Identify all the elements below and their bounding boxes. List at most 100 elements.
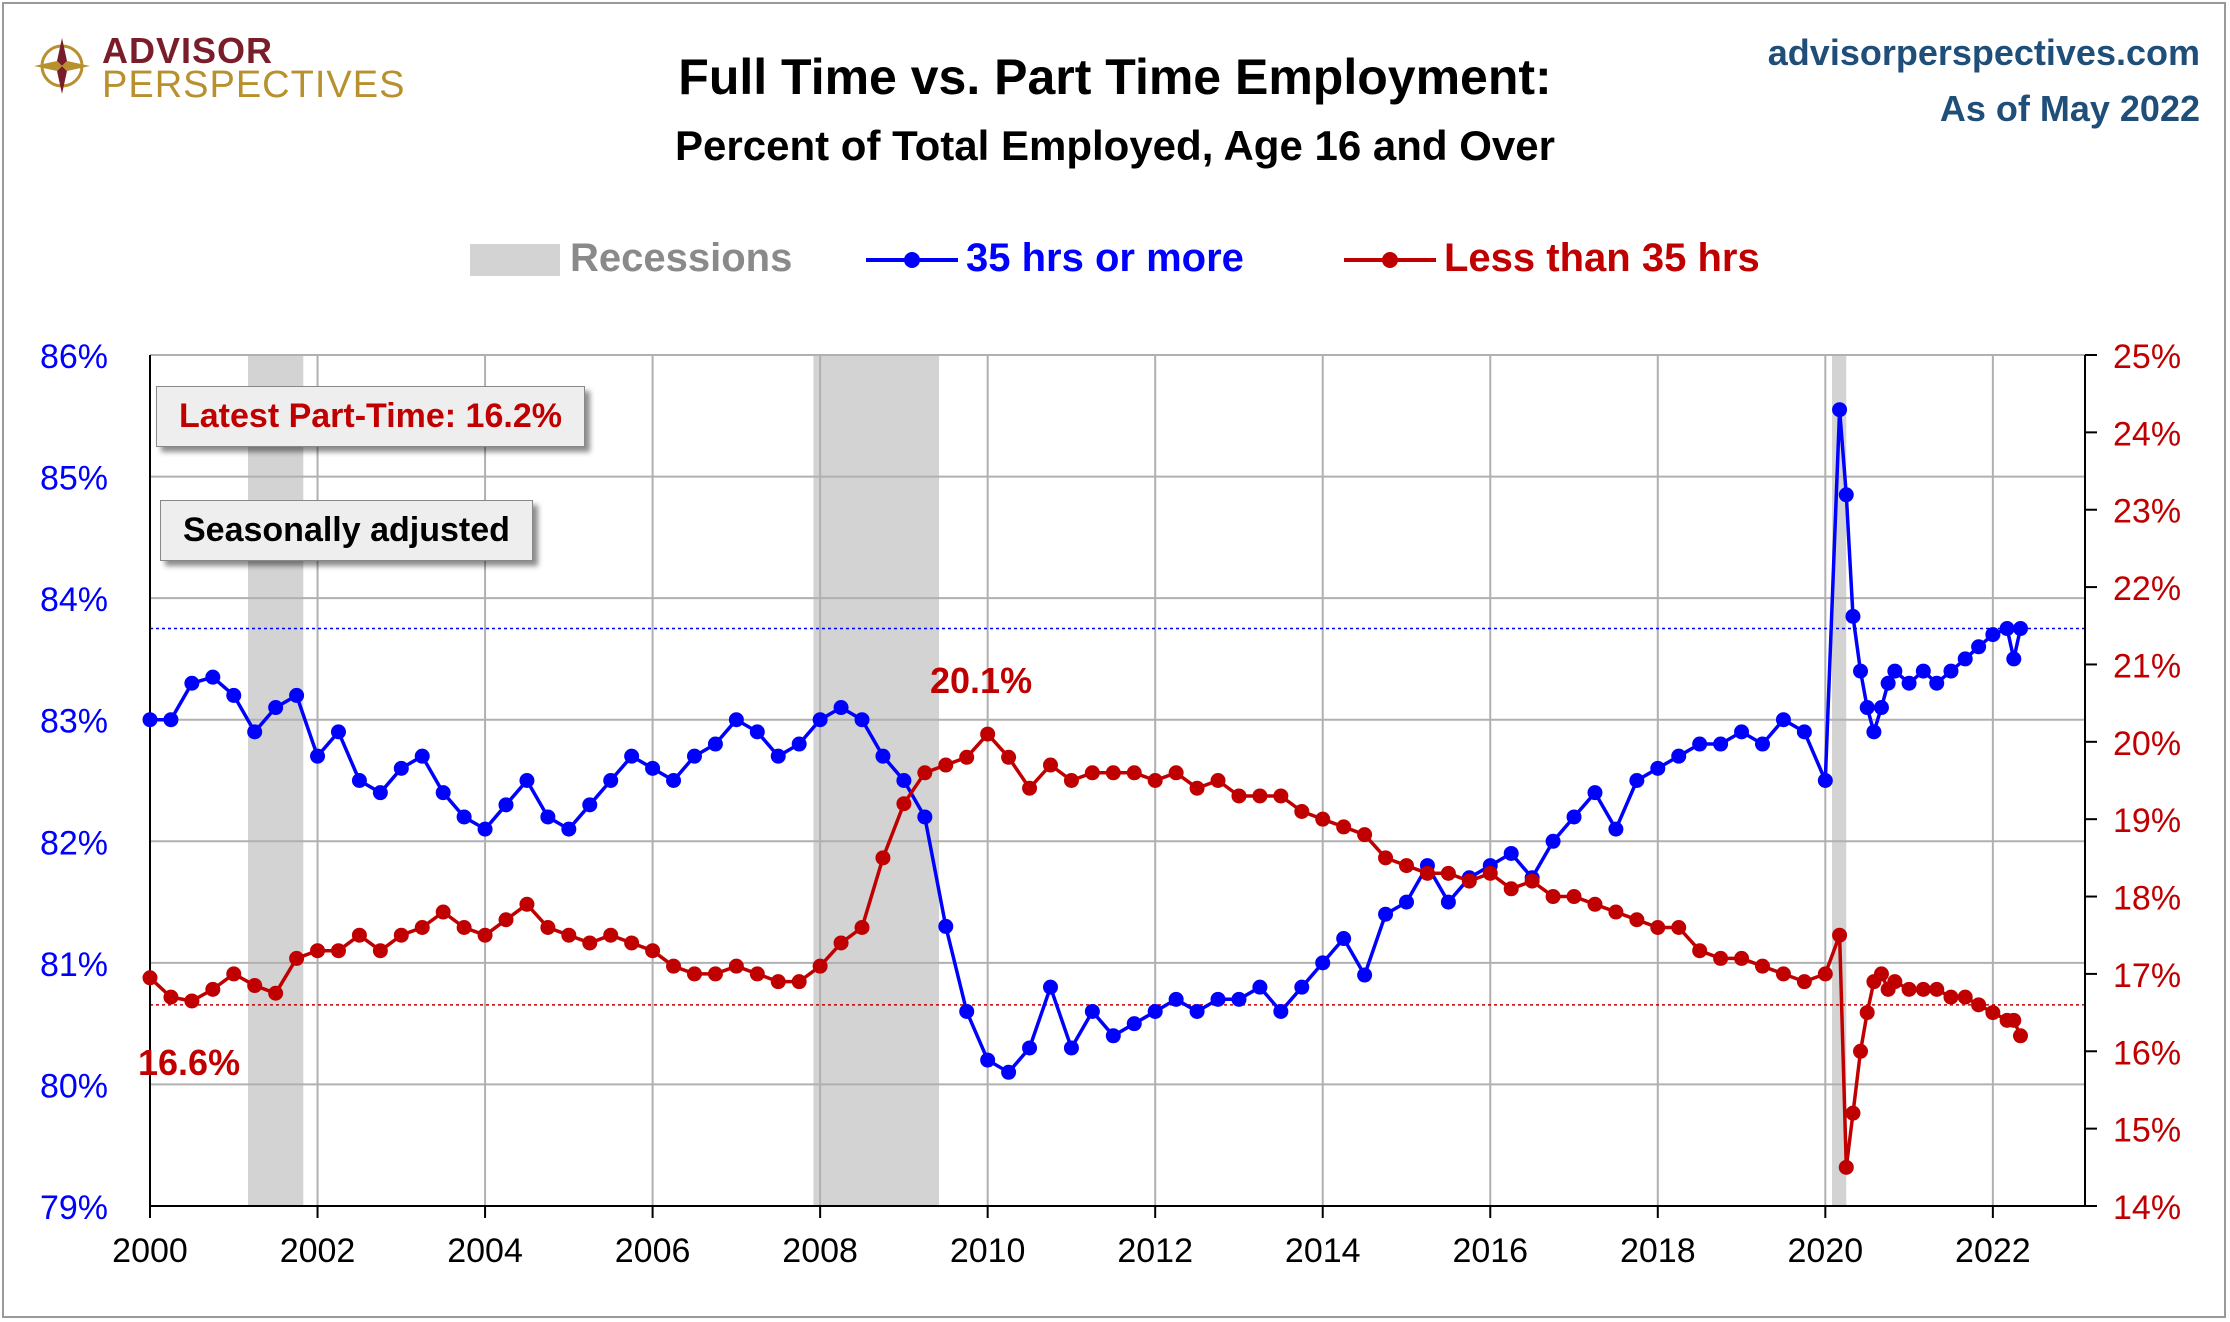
part-time-data-point bbox=[1419, 865, 1435, 881]
x-tick-label: 2018 bbox=[1620, 1232, 1696, 1270]
part-time-data-point bbox=[1817, 966, 1833, 982]
full-time-data-point bbox=[645, 760, 661, 776]
full-time-data-point bbox=[1294, 979, 1310, 995]
right-tick-label: 16% bbox=[2113, 1034, 2181, 1072]
full-time-data-point bbox=[1378, 906, 1394, 922]
part-time-data-point bbox=[372, 943, 388, 959]
full-time-data-point bbox=[1063, 1040, 1079, 1056]
full-time-data-point bbox=[624, 748, 640, 764]
right-tick-label: 19% bbox=[2113, 802, 2181, 840]
part-time-data-point bbox=[1398, 858, 1414, 874]
part-time-data-point bbox=[1273, 788, 1289, 804]
part-time-data-point bbox=[1189, 780, 1205, 796]
part-time-data-point bbox=[1482, 865, 1498, 881]
full-time-data-point bbox=[1999, 621, 2015, 637]
full-time-data-point bbox=[1398, 894, 1414, 910]
part-time-data-point bbox=[666, 958, 682, 974]
full-time-data-point bbox=[1503, 845, 1519, 861]
x-tick-label: 2012 bbox=[1117, 1232, 1193, 1270]
x-tick-label: 2010 bbox=[950, 1232, 1026, 1270]
right-tick-label: 15% bbox=[2113, 1112, 2181, 1150]
full-time-data-point bbox=[1755, 736, 1770, 752]
peak-label: 20.1% bbox=[930, 660, 1033, 701]
full-time-data-point bbox=[980, 1052, 996, 1068]
full-time-data-point bbox=[1713, 736, 1729, 752]
full-time-data-point bbox=[1796, 724, 1812, 740]
full-time-data-point bbox=[812, 712, 828, 728]
part-time-data-point bbox=[1022, 780, 1038, 796]
part-time-data-point bbox=[477, 927, 493, 943]
part-time-data-point bbox=[1001, 749, 1017, 765]
part-time-data-point bbox=[624, 935, 640, 951]
full-time-data-point bbox=[456, 809, 472, 825]
left-tick-label: 86% bbox=[40, 338, 108, 376]
part-time-data-point bbox=[1503, 881, 1519, 897]
full-time-data-point bbox=[1866, 724, 1882, 740]
full-time-data-point bbox=[1985, 627, 2001, 643]
legend-full-time: 35 hrs or more bbox=[966, 236, 1244, 280]
part-time-data-point bbox=[1775, 966, 1791, 982]
full-time-data-point bbox=[917, 809, 933, 825]
full-time-data-point bbox=[1440, 894, 1456, 910]
full-time-data-point bbox=[247, 724, 263, 740]
full-time-data-point bbox=[728, 712, 744, 728]
part-time-data-point bbox=[854, 919, 870, 935]
full-time-data-point bbox=[1189, 1003, 1205, 1019]
part-time-data-point bbox=[1336, 819, 1352, 835]
part-time-data-point bbox=[1713, 950, 1729, 966]
full-time-data-point bbox=[310, 748, 326, 764]
full-time-data-point bbox=[582, 797, 598, 813]
part-time-data-point bbox=[2006, 1012, 2022, 1028]
full-time-data-point bbox=[330, 724, 346, 740]
part-time-data-point bbox=[1692, 943, 1708, 959]
chart-subtitle: Percent of Total Employed, Age 16 and Ov… bbox=[675, 122, 1555, 169]
part-time-data-point bbox=[1838, 1159, 1854, 1175]
part-time-data-point bbox=[1357, 827, 1373, 843]
part-time-data-point bbox=[917, 765, 933, 781]
right-tick-label: 18% bbox=[2113, 880, 2181, 918]
legend-part-time: Less than 35 hrs bbox=[1444, 236, 1760, 280]
part-time-data-point bbox=[289, 950, 305, 966]
part-time-data-point bbox=[498, 912, 514, 928]
part-time-data-point bbox=[519, 896, 535, 912]
right-tick-label: 21% bbox=[2113, 647, 2181, 685]
full-time-data-point bbox=[2013, 621, 2028, 637]
part-time-data-point bbox=[1901, 981, 1917, 997]
part-time-data-point bbox=[226, 966, 242, 982]
part-time-data-point bbox=[561, 927, 577, 943]
part-time-data-point bbox=[1545, 889, 1561, 905]
part-time-data-point bbox=[1832, 927, 1848, 943]
x-tick-label: 2014 bbox=[1285, 1232, 1361, 1270]
part-time-data-point bbox=[1105, 765, 1121, 781]
full-time-data-point bbox=[833, 700, 849, 716]
full-time-data-point bbox=[1775, 712, 1791, 728]
part-time-data-point bbox=[582, 935, 598, 951]
logo-line2: PERSPECTIVES bbox=[102, 64, 406, 106]
full-time-data-point bbox=[1845, 608, 1861, 624]
chart-title: Full Time vs. Part Time Employment: bbox=[678, 49, 1552, 105]
site-link[interactable]: advisorperspectives.com bbox=[1767, 32, 2200, 73]
left-tick-label: 85% bbox=[40, 460, 108, 498]
part-time-data-point bbox=[938, 757, 954, 773]
legend-full-time-marker bbox=[866, 252, 958, 268]
recession-bands bbox=[248, 355, 1847, 1206]
full-time-data-point bbox=[959, 1003, 975, 1019]
full-time-data-point bbox=[393, 760, 409, 776]
part-time-data-point bbox=[896, 796, 912, 812]
x-tick-label: 2016 bbox=[1452, 1232, 1528, 1270]
part-time-data-point bbox=[1440, 865, 1456, 881]
part-time-data-point bbox=[1524, 873, 1540, 889]
full-time-data-point bbox=[163, 712, 179, 728]
full-time-data-point bbox=[184, 675, 200, 691]
full-time-data-point bbox=[351, 773, 367, 788]
part-time-data-point bbox=[1971, 997, 1987, 1013]
part-time-data-point bbox=[1587, 896, 1603, 912]
part-time-data-point bbox=[1650, 919, 1666, 935]
part-time-data-point bbox=[728, 958, 744, 974]
part-time-data-point bbox=[1845, 1105, 1861, 1121]
full-time-data-point bbox=[226, 687, 242, 703]
full-time-data-point bbox=[1587, 785, 1603, 801]
right-tick-label: 23% bbox=[2113, 493, 2181, 531]
full-time-series-line bbox=[150, 407, 2023, 1075]
part-time-data-point bbox=[812, 958, 828, 974]
